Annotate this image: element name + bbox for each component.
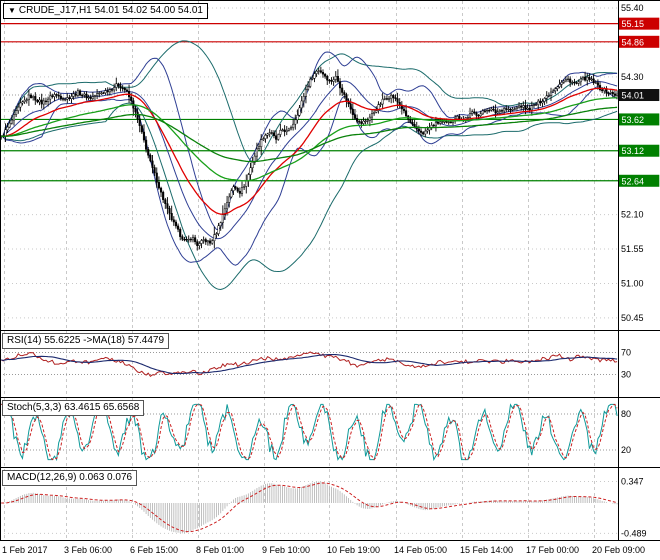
svg-text:80: 80 bbox=[621, 409, 631, 419]
svg-text:20: 20 bbox=[621, 445, 631, 455]
svg-text:55.40: 55.40 bbox=[621, 3, 644, 13]
x-axis-label: 9 Feb 10:00 bbox=[262, 545, 311, 555]
svg-text:53.62: 53.62 bbox=[622, 115, 645, 125]
stoch-indicator-label: Stoch(5,3,3) 63.4615 65.6568 bbox=[2, 400, 145, 416]
x-axis-label: 10 Feb 19:00 bbox=[327, 545, 381, 555]
x-axis-label: 20 Feb 09:00 bbox=[592, 545, 646, 555]
svg-text:50.45: 50.45 bbox=[621, 313, 644, 323]
rsi-indicator-label: RSI(14) 55.6225 ->MA(18) 57.4479 bbox=[2, 333, 170, 349]
price-level-badge bbox=[618, 35, 660, 48]
svg-text:54.30: 54.30 bbox=[621, 72, 644, 82]
x-axis-label: 6 Feb 15:00 bbox=[130, 545, 179, 555]
panel-frame bbox=[0, 0, 660, 541]
svg-text:54.86: 54.86 bbox=[622, 37, 645, 47]
svg-text:0.347: 0.347 bbox=[621, 476, 644, 486]
macd-indicator-label: MACD(12,26,9) 0.063 0.076 bbox=[2, 470, 138, 486]
symbol-label-box[interactable]: ▼ CRUDE_J17,H1 54.01 54.02 54.00 54.01 bbox=[3, 3, 208, 19]
svg-text:53.12: 53.12 bbox=[622, 146, 645, 156]
x-axis-label: 15 Feb 14:00 bbox=[460, 545, 514, 555]
svg-text:52.10: 52.10 bbox=[621, 210, 644, 220]
svg-text:-0.489: -0.489 bbox=[621, 528, 647, 538]
price-level-badge bbox=[618, 113, 660, 126]
symbol-name: CRUDE_J17,H1 bbox=[18, 5, 92, 16]
price-level-badge bbox=[618, 174, 660, 187]
gridlines bbox=[0, 1, 618, 540]
price-level-badge bbox=[618, 17, 660, 30]
x-axis-label: 17 Feb 00:00 bbox=[526, 545, 580, 555]
main-panel bbox=[0, 23, 619, 291]
symbol-dropdown-icon[interactable]: ▼ bbox=[8, 6, 16, 15]
price-level-badge bbox=[618, 144, 660, 157]
symbol-quotes: 54.01 54.02 54.00 54.01 bbox=[94, 5, 203, 16]
rsi-panel bbox=[0, 351, 618, 378]
rsi-label-text: RSI(14) 55.6225 ->MA(18) 57.4479 bbox=[7, 335, 165, 346]
x-axis-label: 1 Feb 2017 bbox=[2, 545, 48, 555]
x-axis-label: 14 Feb 05:00 bbox=[394, 545, 448, 555]
svg-text:30: 30 bbox=[621, 370, 631, 380]
price-axis: 55.40 54.30 52.10 51.55 51.00 50.45 70 30 80 20 0.… bbox=[618, 3, 660, 538]
macd-label-text: MACD(12,26,9) 0.063 0.076 bbox=[7, 472, 133, 483]
x-axis-label: 8 Feb 01:00 bbox=[196, 545, 245, 555]
svg-text:70: 70 bbox=[621, 348, 631, 358]
svg-text:52.64: 52.64 bbox=[622, 176, 645, 186]
price-level-badge bbox=[618, 89, 660, 102]
svg-text:51.00: 51.00 bbox=[621, 278, 644, 288]
x-axis-label: 3 Feb 06:00 bbox=[64, 545, 113, 555]
stoch-label-text: Stoch(5,3,3) 63.4615 65.6568 bbox=[7, 402, 140, 413]
svg-text:54.01: 54.01 bbox=[622, 91, 645, 101]
svg-text:51.55: 51.55 bbox=[621, 244, 644, 254]
macd-panel bbox=[0, 480, 618, 534]
svg-text:55.15: 55.15 bbox=[622, 19, 645, 29]
